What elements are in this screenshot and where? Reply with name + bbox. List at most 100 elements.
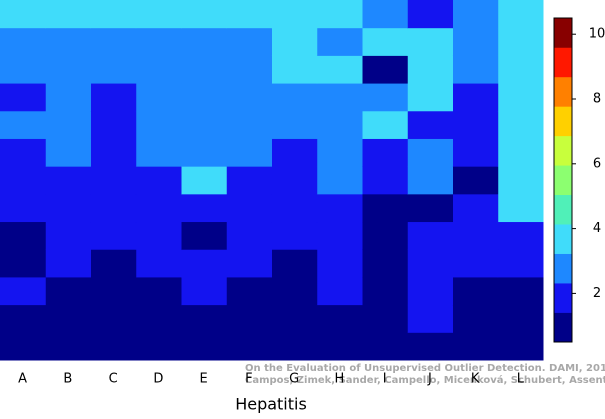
cell [316,221,363,250]
cell [0,193,46,223]
cell [135,276,182,306]
cell [316,110,363,139]
x-tick-label: J [427,372,432,387]
cell [181,332,227,361]
cell [226,249,272,278]
cell [407,166,453,195]
cell [226,304,272,333]
cell [407,0,453,29]
cell [45,83,91,112]
cell [452,110,499,139]
cell [226,166,272,195]
cell [45,55,91,84]
cell [181,83,227,112]
cell [0,166,46,195]
cell [90,193,137,223]
cell [362,83,408,112]
cell [45,304,91,333]
cell [316,55,363,84]
cell [362,55,408,84]
cell [90,83,137,112]
colorbar-band [554,47,572,78]
cell [271,27,318,56]
cell [452,138,499,167]
cell [452,304,499,333]
cell [181,0,227,29]
cell [226,332,272,361]
cell [452,221,499,250]
cell [181,27,227,56]
cell [45,221,91,250]
cell [407,138,453,167]
cell [90,332,137,361]
cell [45,193,91,223]
colorbar-tick-label: 4 [593,221,601,236]
cell [452,0,499,29]
cell [407,304,453,333]
cell [407,276,453,306]
colorbar-tick-label: 10 [589,27,605,42]
cell [497,166,544,195]
cell [271,221,318,250]
cell [226,221,272,250]
cell [45,27,91,56]
cell [181,55,227,84]
cell [0,304,46,333]
colorbar-tick-label: 8 [593,92,601,107]
cell [316,27,363,56]
cell [181,304,227,333]
colorbar-band [554,283,572,313]
cell [271,138,318,167]
cell [90,249,137,278]
cell [0,138,46,167]
annotation: On the Evaluation of Unsupervised Outlie… [245,363,605,374]
cell [407,55,453,84]
colorbar-band [554,312,572,343]
x-tick-label: A [18,372,27,387]
cell [0,27,46,56]
cell [497,83,544,112]
cell [497,55,544,84]
cell [226,276,272,306]
cell [497,138,544,167]
cell [316,83,363,112]
cell [135,55,182,84]
annotation: Campos, Zimek, Sander, Campello, Micenko… [245,374,605,386]
colorbar-band [554,135,572,166]
cell [226,193,272,223]
cell [45,138,91,167]
cell [90,304,137,333]
cell [452,166,499,195]
cell [135,0,182,29]
colorbar-frame [553,17,573,343]
x-tick-label: B [63,372,72,387]
x-tick-label: L [517,372,525,387]
cell [181,193,227,223]
cell [90,221,137,250]
cell [271,166,318,195]
cell [362,249,408,278]
colorbar-band [554,76,572,107]
colorbar-band [554,106,572,137]
cell [271,249,318,278]
cell [452,27,499,56]
cell [271,276,318,306]
x-tick-label: E [200,372,208,387]
cell [135,249,182,278]
cell [497,332,544,361]
cell [362,276,408,306]
cell [135,138,182,167]
cell [362,304,408,333]
cell [316,332,363,361]
cell [45,110,91,139]
cell [271,332,318,361]
cell [90,55,137,84]
cell [316,276,363,306]
x-tick-label: C [109,372,118,387]
cell [497,27,544,56]
cell [316,166,363,195]
cell [362,332,408,361]
cell [226,138,272,167]
cell [316,0,363,29]
